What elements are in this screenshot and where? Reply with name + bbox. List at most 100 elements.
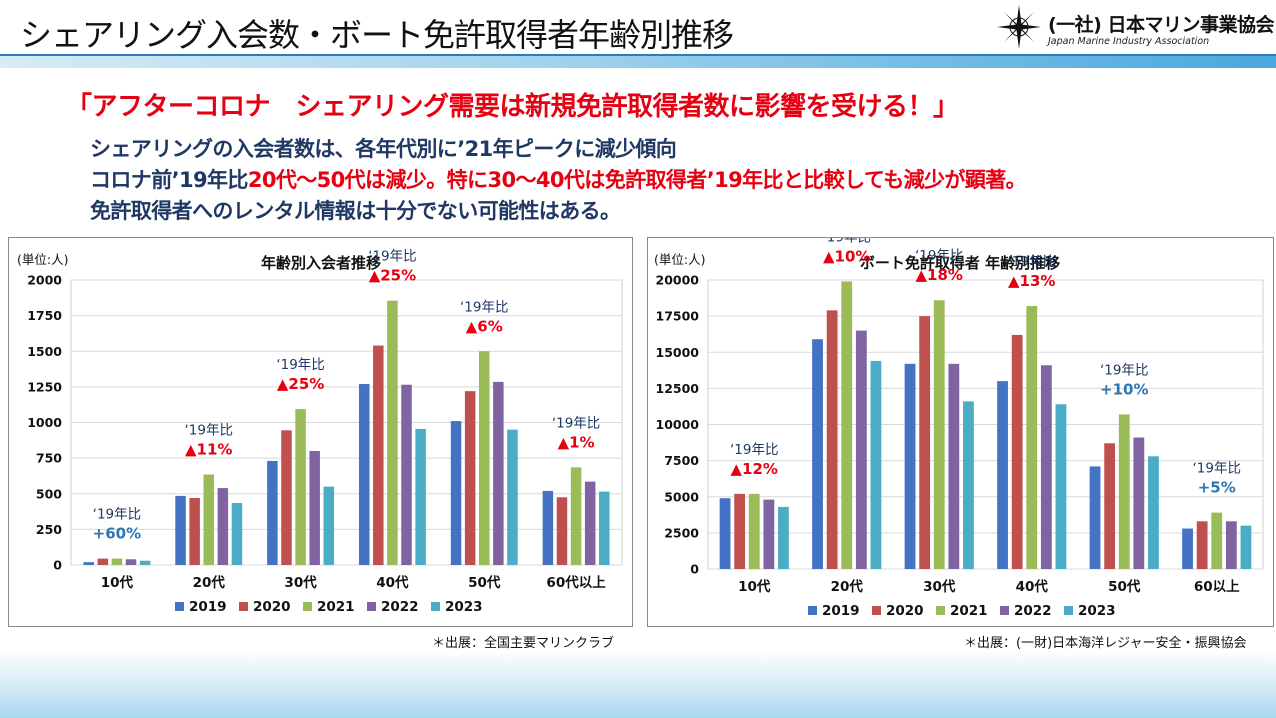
x-tick-label: 40代 — [376, 574, 409, 591]
bar-2020-1 — [189, 498, 200, 565]
header: シェアリング入会数・ボート免許取得者年齢別推移 (一社) 日本マリン事業協会 J… — [0, 0, 1276, 68]
legend-label: 2019 — [822, 603, 860, 619]
annotation-value: ▲25% — [369, 267, 416, 285]
headline: 「アフターコロナ シェアリング需要は新規免許取得者数に影響を受ける！」 — [66, 92, 959, 122]
bar-2020-1 — [826, 310, 838, 569]
annotation-value: ▲18% — [916, 266, 963, 284]
bar-2020-0 — [97, 558, 109, 565]
bar-2023-5 — [599, 491, 610, 565]
x-tick-label: 50代 — [468, 574, 501, 591]
bar-2023-4 — [507, 429, 518, 565]
annotation-value: +10% — [1100, 380, 1148, 398]
bar-2022-3 — [401, 384, 412, 565]
legend-swatch-2022 — [1000, 606, 1009, 615]
legend-swatch-2021 — [303, 602, 312, 611]
bar-2023-2 — [323, 486, 335, 565]
annotation-label: ‘19年比 — [276, 357, 324, 373]
annotation-label: ‘19年比 — [552, 415, 600, 431]
annotation-label: ‘19年比 — [1100, 362, 1148, 378]
x-tick-label: 30代 — [284, 574, 317, 591]
legend-swatch-2023 — [1064, 606, 1073, 615]
legend-swatch-2020 — [239, 602, 248, 611]
bar-2020-5 — [1196, 521, 1208, 569]
bar-2021-3 — [1026, 306, 1038, 569]
bar-2023-4 — [1148, 456, 1159, 569]
y-tick-label: 5000 — [664, 489, 699, 504]
logo-name: (一社) 日本マリン事業協会 — [1048, 14, 1274, 36]
bar-2020-5 — [556, 497, 568, 565]
y-tick-label: 2500 — [664, 525, 699, 540]
unit-label: (単位:人) — [654, 252, 705, 267]
bar-2022-5 — [1225, 521, 1237, 569]
bar-2019-0 — [719, 498, 731, 569]
x-tick-label: 30代 — [923, 578, 956, 595]
legend-swatch-2023 — [431, 602, 440, 611]
y-tick-label: 500 — [36, 486, 62, 501]
legend-label: 2021 — [317, 599, 355, 615]
bar-2022-2 — [309, 451, 320, 565]
bar-2019-0 — [83, 562, 94, 565]
annotation-value: ▲13% — [1008, 272, 1055, 290]
bar-2019-1 — [175, 495, 186, 565]
legend-label: 2019 — [189, 599, 227, 615]
bar-2023-1 — [870, 360, 882, 569]
bar-2020-3 — [1011, 334, 1023, 569]
annotation-label: ‘19年比 — [823, 238, 871, 245]
bar-2019-3 — [358, 384, 370, 565]
annotation-value: ▲25% — [277, 375, 324, 393]
annotation-value: ▲1% — [558, 433, 595, 451]
bar-2022-1 — [217, 488, 229, 565]
bar-2022-4 — [493, 381, 504, 565]
chart-title: 年齢別入会者推移 — [261, 254, 381, 272]
annotation-value: ▲11% — [185, 441, 232, 459]
bar-2023-5 — [1240, 525, 1252, 569]
bar-2019-4 — [1089, 466, 1101, 569]
annotation-label: ‘19年比 — [185, 423, 233, 439]
y-tick-label: 250 — [36, 522, 62, 537]
summary-line-2-emphasis: 20代～50代は減少。特に30～40代は免許取得者’19年比と比較しても減少が顕… — [247, 168, 1027, 192]
legend-swatch-2020 — [872, 606, 881, 615]
bar-2019-3 — [997, 381, 1008, 569]
annotation-value: ▲10% — [823, 247, 870, 265]
bar-2023-2 — [963, 401, 974, 569]
x-tick-label: 60代以上 — [546, 574, 606, 591]
x-tick-label: 40代 — [1016, 578, 1049, 595]
legend-label: 2020 — [886, 603, 924, 619]
legend-label: 2021 — [950, 603, 988, 619]
legend-swatch-2022 — [367, 602, 376, 611]
bar-2022-4 — [1133, 437, 1145, 569]
y-tick-label: 1000 — [27, 415, 62, 430]
legend-label: 2020 — [253, 599, 291, 615]
summary-line-2: コロナ前’19年比20代～50代は減少。特に30～40代は免許取得者’19年比と… — [90, 165, 1027, 196]
page-title: シェアリング入会数・ボート免許取得者年齢別推移 — [20, 16, 734, 54]
bar-2022-5 — [584, 481, 596, 565]
bar-2022-0 — [125, 559, 137, 565]
bar-2021-1 — [203, 474, 214, 565]
y-tick-label: 12500 — [656, 381, 700, 396]
chart-panel-membership: 年齢別入会者推移 (単位:人) 0 250 500 750 1000 1250 1500 1750… — [8, 237, 633, 627]
annotation-value: +5% — [1198, 479, 1236, 497]
bar-2019-1 — [812, 339, 823, 569]
bar-2021-2 — [295, 408, 306, 565]
legend-swatch-2021 — [936, 606, 945, 615]
bar-2022-1 — [855, 330, 867, 569]
bar-2019-2 — [267, 460, 278, 565]
x-tick-label: 10代 — [738, 578, 771, 595]
legend-label: 2022 — [1014, 603, 1052, 619]
x-tick-label: 20代 — [193, 574, 226, 591]
source-note-left: ＊出展：全国主要マリンクラブ — [432, 636, 615, 651]
annotation-value: +60% — [93, 525, 141, 543]
bar-2020-2 — [281, 430, 292, 565]
bar-2019-5 — [1182, 528, 1193, 569]
bar-2023-3 — [415, 428, 426, 565]
annotation-label: ‘19年比 — [730, 442, 778, 458]
bar-2021-3 — [387, 300, 398, 565]
legend-label: 2022 — [381, 599, 419, 615]
bar-2021-4 — [479, 351, 490, 565]
bar-2019-5 — [542, 490, 554, 565]
source-note-right: ＊出展：(一財)日本海洋レジャー安全・振興協会 — [964, 636, 1247, 651]
x-tick-label: 20代 — [831, 578, 864, 595]
y-tick-label: 15000 — [656, 345, 700, 360]
legend-label: 2023 — [445, 599, 483, 615]
bar-2019-4 — [450, 421, 462, 565]
